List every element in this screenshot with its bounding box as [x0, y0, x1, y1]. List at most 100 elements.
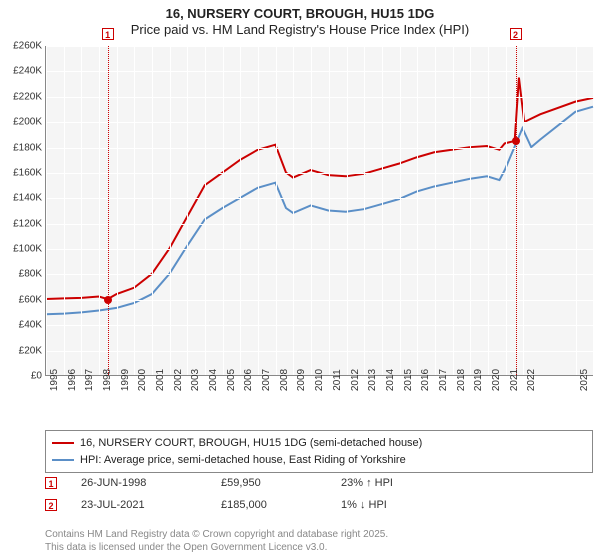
y-tick-label: £160K [2, 167, 42, 178]
gridline-v [81, 46, 82, 375]
legend: 16, NURSERY COURT, BROUGH, HU15 1DG (sem… [45, 430, 593, 473]
gridline-v [134, 46, 135, 375]
y-tick-label: £0 [2, 371, 42, 382]
gridline-v [99, 46, 100, 375]
x-tick-label: 2014 [385, 369, 396, 391]
x-tick-label: 2009 [296, 369, 307, 391]
gridline-h [46, 249, 593, 250]
gridline-v [506, 46, 507, 375]
gridline-v [329, 46, 330, 375]
gridline-h [46, 148, 593, 149]
y-tick-label: £120K [2, 218, 42, 229]
series-line [46, 107, 593, 315]
x-tick-label: 2000 [137, 369, 148, 391]
gridline-h [46, 300, 593, 301]
price-point-price: £185,000 [221, 499, 341, 511]
y-tick-label: £220K [2, 91, 42, 102]
gridline-v [470, 46, 471, 375]
marker-badge: 1 [45, 477, 57, 489]
price-point-pct: 1% ↓ HPI [341, 499, 461, 511]
marker-badge: 1 [102, 28, 114, 40]
gridline-v [400, 46, 401, 375]
x-tick-label: 1996 [67, 369, 78, 391]
gridline-h [46, 97, 593, 98]
y-tick-label: £240K [2, 66, 42, 77]
footer: Contains HM Land Registry data © Crown c… [45, 529, 388, 554]
gridline-v [64, 46, 65, 375]
marker-line [516, 46, 517, 375]
gridline-v [293, 46, 294, 375]
x-tick-label: 2025 [579, 369, 590, 391]
x-tick-label: 2007 [261, 369, 272, 391]
legend-item: 16, NURSERY COURT, BROUGH, HU15 1DG (sem… [52, 435, 586, 452]
x-tick-label: 2012 [350, 369, 361, 391]
gridline-v [576, 46, 577, 375]
x-tick-label: 2010 [314, 369, 325, 391]
x-tick-label: 2001 [155, 369, 166, 391]
footer-line-2: This data is licensed under the Open Gov… [45, 542, 388, 555]
gridline-h [46, 71, 593, 72]
y-tick-label: £200K [2, 117, 42, 128]
marker-dot [104, 296, 112, 304]
x-tick-label: 2021 [509, 369, 520, 391]
y-tick-label: £60K [2, 294, 42, 305]
plot-area: 12 [45, 46, 593, 376]
series-line [46, 78, 593, 300]
gridline-v [46, 46, 47, 375]
y-tick-label: £180K [2, 142, 42, 153]
gridline-v [187, 46, 188, 375]
x-tick-label: 2003 [190, 369, 201, 391]
y-tick-label: £80K [2, 269, 42, 280]
legend-label: 16, NURSERY COURT, BROUGH, HU15 1DG (sem… [80, 435, 422, 452]
gridline-v [453, 46, 454, 375]
x-tick-label: 2017 [438, 369, 449, 391]
gridline-v [170, 46, 171, 375]
x-tick-label: 2015 [403, 369, 414, 391]
marker-line [108, 46, 109, 375]
gridline-h [46, 224, 593, 225]
gridline-v [382, 46, 383, 375]
price-point-date: 23-JUL-2021 [57, 499, 221, 511]
gridline-h [46, 325, 593, 326]
y-tick-label: £140K [2, 193, 42, 204]
gridline-v [205, 46, 206, 375]
y-tick-label: £40K [2, 320, 42, 331]
gridline-v [364, 46, 365, 375]
gridline-v [347, 46, 348, 375]
legend-label: HPI: Average price, semi-detached house,… [80, 452, 406, 469]
y-tick-label: £100K [2, 244, 42, 255]
chart: 12 £0 £20K £40K £60K £80K £100K £120K £140K £160… [0, 42, 600, 426]
marker-badge: 2 [510, 28, 522, 40]
marker-badge: 2 [45, 499, 57, 511]
x-tick-label: 1998 [102, 369, 113, 391]
gridline-v [523, 46, 524, 375]
footer-line-1: Contains HM Land Registry data © Crown c… [45, 529, 388, 542]
container: 16, NURSERY COURT, BROUGH, HU15 1DG Pric… [0, 0, 600, 560]
x-tick-label: 2002 [173, 369, 184, 391]
x-tick-label: 2020 [491, 369, 502, 391]
gridline-v [117, 46, 118, 375]
x-tick-label: 2006 [243, 369, 254, 391]
x-tick-label: 1997 [84, 369, 95, 391]
gridline-v [152, 46, 153, 375]
gridline-v [488, 46, 489, 375]
price-point-date: 26-JUN-1998 [57, 477, 221, 489]
y-tick-label: £20K [2, 345, 42, 356]
x-tick-label: 2008 [279, 369, 290, 391]
gridline-v [276, 46, 277, 375]
x-tick-label: 2016 [420, 369, 431, 391]
x-tick-label: 2019 [473, 369, 484, 391]
price-point-price: £59,950 [221, 477, 341, 489]
gridline-h [46, 173, 593, 174]
gridline-v [223, 46, 224, 375]
gridline-h [46, 122, 593, 123]
x-tick-label: 2011 [332, 369, 343, 391]
legend-swatch [52, 442, 74, 444]
gridline-h [46, 46, 593, 47]
gridline-v [435, 46, 436, 375]
price-point-pct: 23% ↑ HPI [341, 477, 461, 489]
legend-item: HPI: Average price, semi-detached house,… [52, 452, 586, 469]
page-title: 16, NURSERY COURT, BROUGH, HU15 1DG [0, 6, 600, 22]
x-tick-label: 1995 [49, 369, 60, 391]
x-tick-label: 2022 [526, 369, 537, 391]
